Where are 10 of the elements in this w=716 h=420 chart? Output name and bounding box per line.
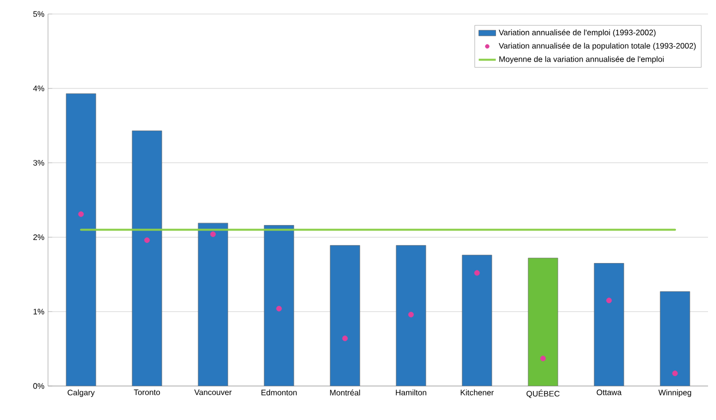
point: [78, 211, 84, 217]
point: [210, 231, 216, 238]
point: [606, 298, 612, 304]
point: [342, 336, 348, 342]
point: [540, 356, 546, 362]
point: [408, 312, 414, 318]
point: [672, 370, 678, 376]
point: [144, 237, 150, 243]
point: [474, 270, 480, 276]
point: [276, 306, 282, 312]
